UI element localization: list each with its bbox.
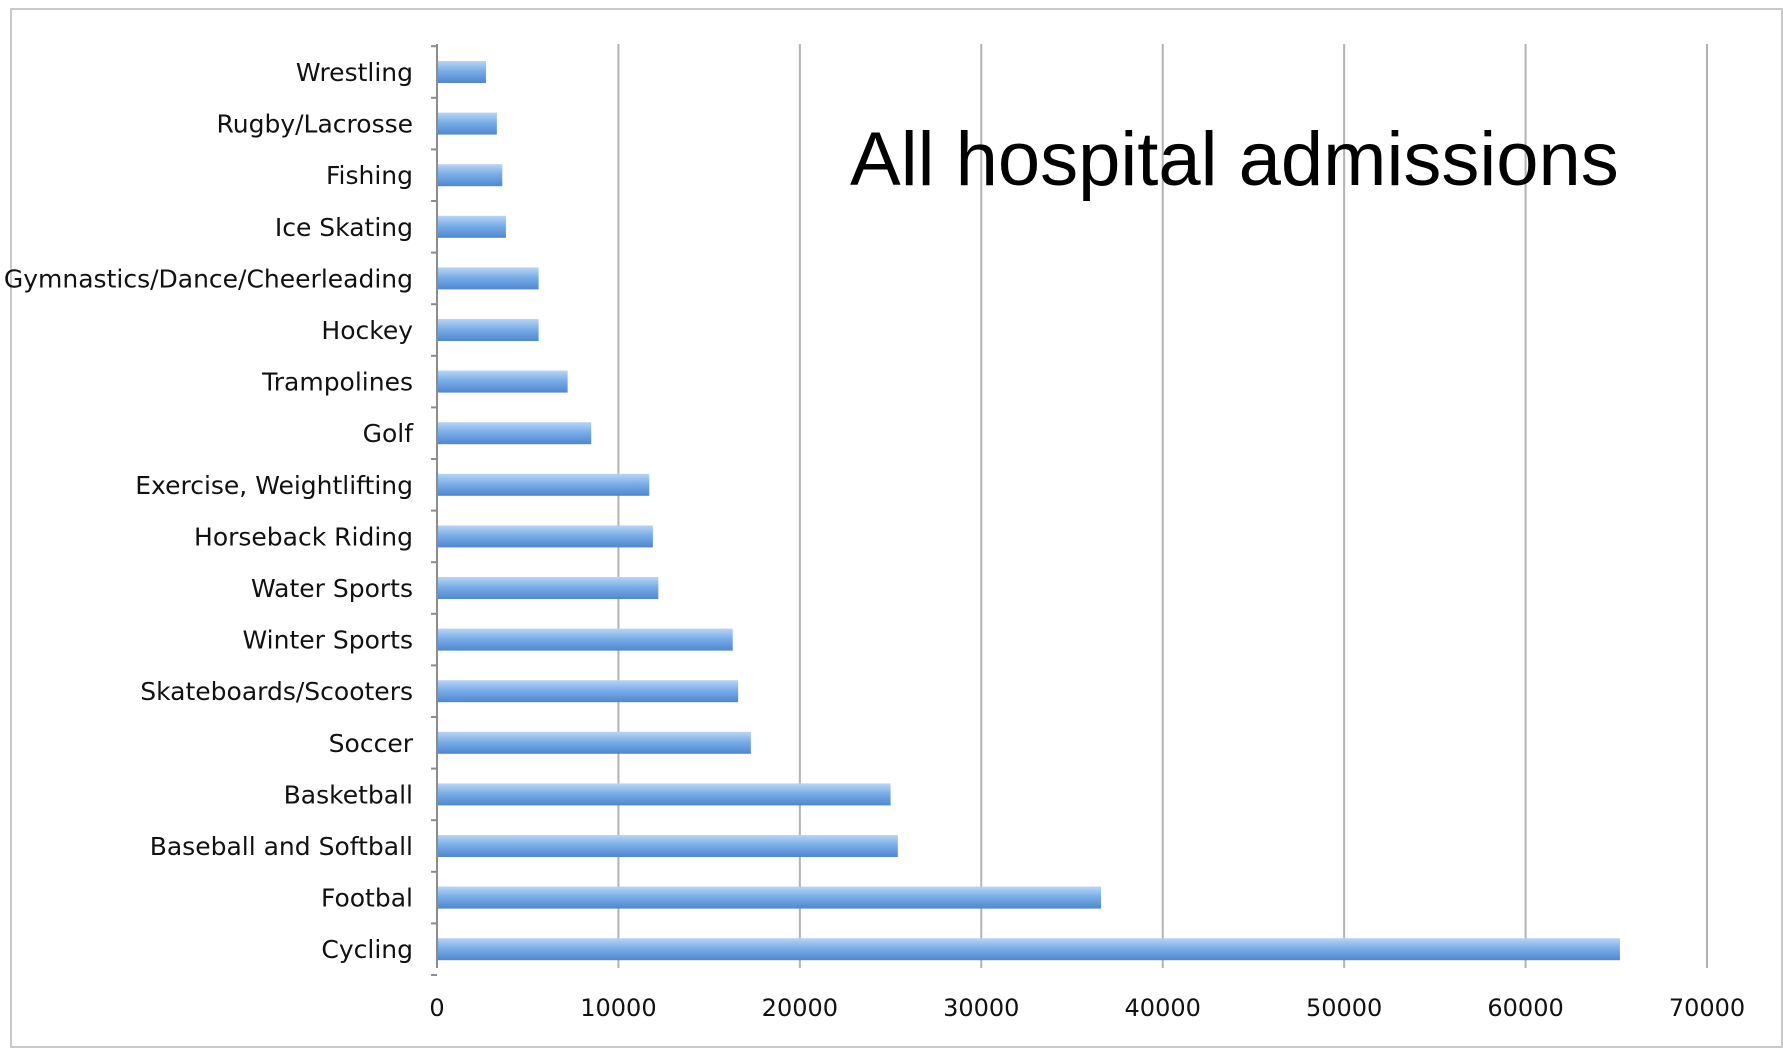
- x-tick-label: 20000: [762, 994, 838, 1022]
- category-label: Rugby/Lacrosse: [217, 110, 414, 139]
- category-label: Golf: [363, 419, 415, 448]
- bar: [438, 680, 739, 703]
- bars: [438, 61, 1620, 961]
- x-tick-label: 50000: [1306, 994, 1382, 1022]
- y-axis: [431, 44, 438, 976]
- gridlines: [617, 44, 1708, 968]
- category-label: Cycling: [321, 935, 413, 964]
- category-label: Horseback Riding: [194, 522, 413, 551]
- category-label: Wrestling: [296, 58, 413, 87]
- bar: [438, 886, 1102, 909]
- category-label: Winter Sports: [242, 626, 413, 655]
- category-label: Hockey: [321, 316, 413, 345]
- category-label: Footbal: [321, 884, 413, 913]
- bar: [438, 370, 568, 393]
- bar: [438, 422, 592, 445]
- x-tick-label: 0: [429, 994, 444, 1022]
- x-tick-label: 70000: [1669, 994, 1745, 1022]
- bar: [438, 731, 751, 754]
- bar: [438, 112, 497, 135]
- chart-annotation: All hospital admissions: [850, 117, 1619, 202]
- bar: [438, 473, 650, 496]
- category-label: Baseball and Softball: [150, 832, 413, 861]
- bar: [438, 628, 733, 651]
- x-tick-label: 30000: [943, 994, 1019, 1022]
- bar: [438, 164, 503, 187]
- category-label: Fishing: [326, 161, 413, 190]
- category-label: Ice Skating: [275, 213, 413, 242]
- bar: [438, 938, 1620, 961]
- bar: [438, 61, 486, 83]
- category-label: Skateboards/Scooters: [140, 677, 413, 706]
- x-tick-label: 40000: [1125, 994, 1201, 1022]
- bar: [438, 783, 891, 806]
- bar: [438, 319, 539, 341]
- category-label: Gymnastics/Dance/Cheerleading: [4, 264, 413, 293]
- category-label: Basketball: [284, 780, 413, 809]
- bar: [438, 267, 539, 290]
- x-tick-labels: 0 10000 20000 30000 40000 50000 60000 70000: [429, 994, 1745, 1022]
- bar: [438, 577, 659, 599]
- chart-frame: [10, 8, 1783, 1048]
- category-label: Exercise, Weightlifting: [135, 471, 413, 500]
- category-label: Soccer: [329, 729, 414, 758]
- x-tick-label: 60000: [1487, 994, 1563, 1022]
- x-tick-label: 10000: [580, 994, 656, 1022]
- bar: [438, 215, 506, 238]
- category-labels: Wrestling Rugby/Lacrosse Fishing Ice Skatin…: [4, 58, 414, 964]
- category-label: Water Sports: [251, 574, 413, 603]
- bar: [438, 835, 898, 857]
- bar: [438, 525, 653, 548]
- category-label: Trampolines: [261, 368, 413, 397]
